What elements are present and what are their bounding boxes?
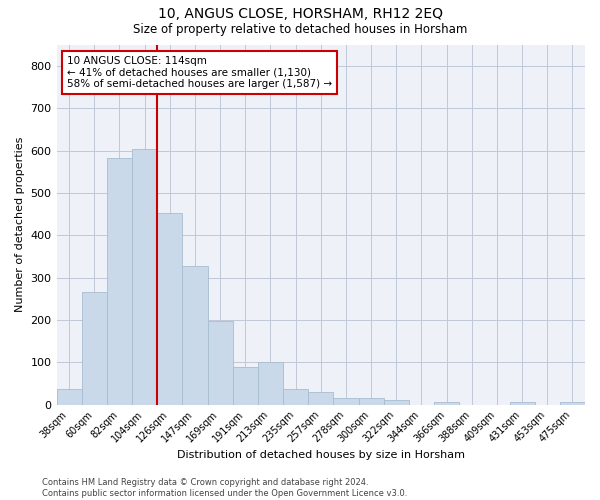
X-axis label: Distribution of detached houses by size in Horsham: Distribution of detached houses by size … [177,450,465,460]
Bar [157,214,182,404]
Bar [107,158,132,404]
Bar [233,366,258,405]
Bar [560,402,585,404]
Bar [308,392,334,404]
Text: 10 ANGUS CLOSE: 114sqm
← 41% of detached houses are smaller (1,130)
58% of semi-: 10 ANGUS CLOSE: 114sqm ← 41% of detached… [67,56,332,89]
Text: Contains HM Land Registry data © Crown copyright and database right 2024.
Contai: Contains HM Land Registry data © Crown c… [42,478,407,498]
Bar [56,388,82,404]
Bar [182,266,208,404]
Y-axis label: Number of detached properties: Number of detached properties [15,137,25,312]
Bar [132,150,157,404]
Bar [383,400,409,404]
Bar [509,402,535,404]
Text: 10, ANGUS CLOSE, HORSHAM, RH12 2EQ: 10, ANGUS CLOSE, HORSHAM, RH12 2EQ [157,8,443,22]
Bar [82,292,107,405]
Bar [359,398,383,404]
Bar [334,398,359,404]
Bar [283,388,308,404]
Bar [208,321,233,404]
Text: Size of property relative to detached houses in Horsham: Size of property relative to detached ho… [133,22,467,36]
Bar [434,402,459,404]
Bar [258,362,283,405]
